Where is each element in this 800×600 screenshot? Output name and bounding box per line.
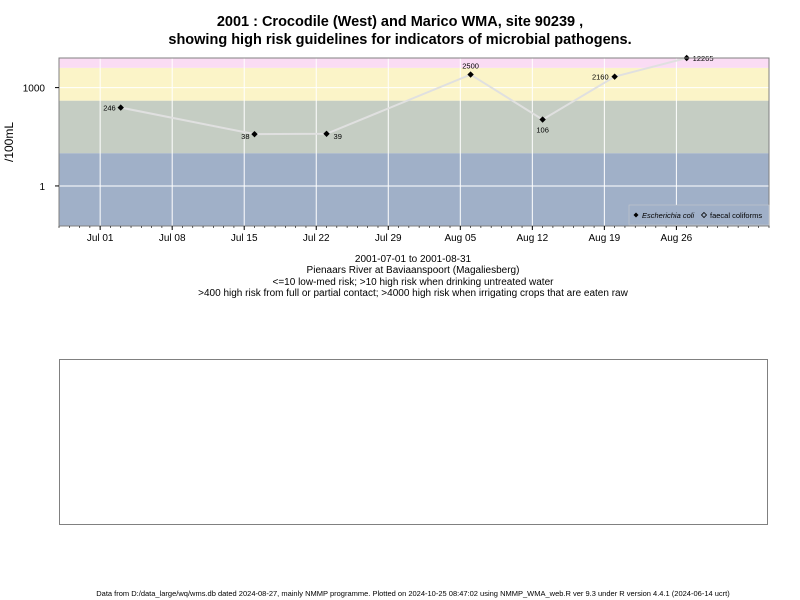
x-tick-label-0: Jul 01 xyxy=(87,233,114,244)
ecoli-point-4 xyxy=(539,116,546,123)
empty-plot-panel xyxy=(59,359,768,525)
ecoli-point-1 xyxy=(251,130,258,138)
legend-box xyxy=(628,204,770,226)
chart-title: 2001 : Crocodile (West) and Marico WMA, … xyxy=(216,14,584,30)
legend-label-ecoli: Escherichia coli xyxy=(642,211,694,220)
ecoli-point-0 xyxy=(117,104,124,111)
ecoli-point-2 xyxy=(323,130,330,137)
ecoli-point-label-3: 2500 xyxy=(462,62,479,71)
risk-band-3 xyxy=(59,58,769,68)
guideline-caption-2: >400 high risk from full or partial cont… xyxy=(198,288,628,299)
x-tick-label-8: Aug 26 xyxy=(661,233,693,244)
ecoli-point-3 xyxy=(467,71,474,78)
guideline-caption-1: <=10 low-med risk; >10 high risk when dr… xyxy=(272,277,554,288)
legend-marker-faecal xyxy=(700,211,708,219)
y-tick-label-0: 1 xyxy=(39,182,45,193)
plot-frame xyxy=(58,57,770,227)
ecoli-point-label-4: 106 xyxy=(536,126,549,135)
legend-label-faecal: faecal coliforms xyxy=(710,211,762,220)
ecoli-point-label-1: 38 xyxy=(241,132,249,141)
risk-band-1 xyxy=(59,100,769,154)
site-caption: Pienaars River at Baviaanspoort (Magalie… xyxy=(306,265,520,276)
ecoli-point-5 xyxy=(611,73,618,80)
period-caption: 2001-07-01 to 2001-08-31 xyxy=(354,254,472,265)
x-tick-label-5: Aug 05 xyxy=(444,233,476,244)
ecoli-point-label-5: 2160 xyxy=(592,73,609,82)
y-axis-label: /100mL xyxy=(2,122,16,162)
x-tick-label-4: Jul 29 xyxy=(375,233,402,244)
legend-marker-ecoli xyxy=(633,212,639,218)
chart-subtitle: showing high risk guidelines for indicat… xyxy=(168,32,632,48)
x-tick-label-3: Jul 22 xyxy=(303,233,330,244)
ecoli-point-label-0: 246 xyxy=(103,104,116,113)
footer-note: Data from D:/data_large/wq/wms.db dated … xyxy=(96,589,730,598)
x-tick-label-2: Jul 15 xyxy=(231,233,258,244)
y-tick-label-1: 1000 xyxy=(23,84,46,95)
ecoli-point-label-2: 39 xyxy=(334,132,342,141)
x-tick-label-1: Jul 08 xyxy=(159,233,186,244)
x-tick-label-6: Aug 12 xyxy=(516,233,548,244)
risk-band-2 xyxy=(59,67,769,101)
x-tick-label-7: Aug 19 xyxy=(589,233,621,244)
legend: Escherichia coli faecal coliforms xyxy=(628,204,770,226)
